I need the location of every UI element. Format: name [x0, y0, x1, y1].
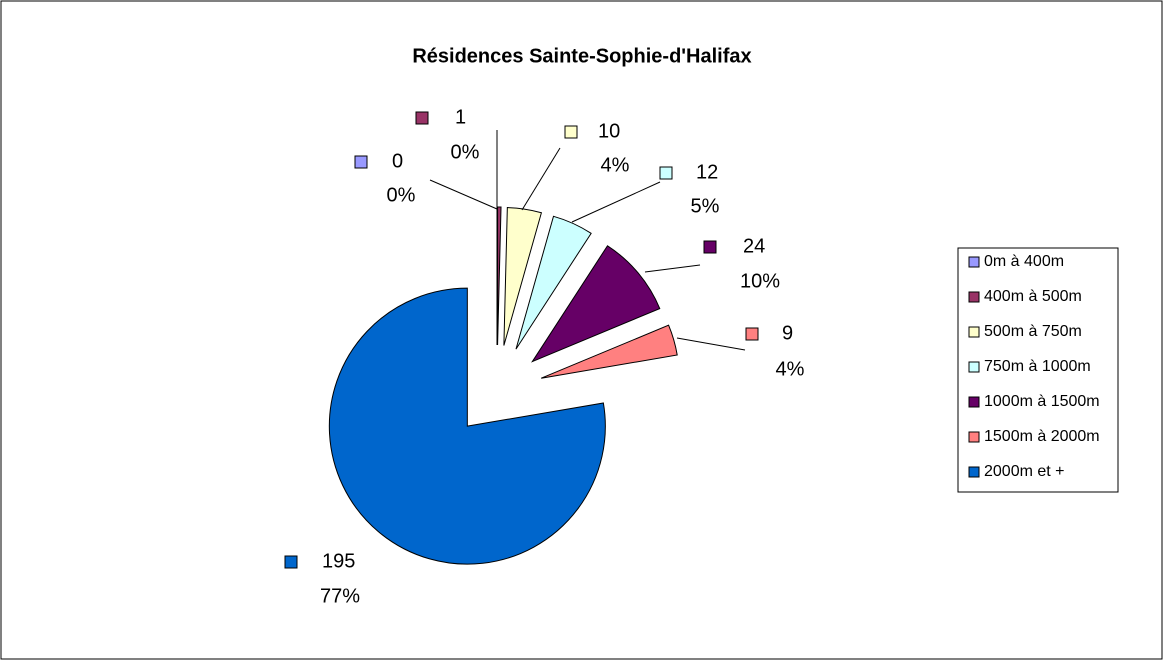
label-swatch — [745, 327, 759, 341]
leader-line — [521, 147, 561, 211]
value-label: 10 — [598, 120, 620, 142]
label-swatch — [564, 125, 578, 139]
label-swatch — [659, 166, 673, 180]
legend-label: 0m à 400m — [984, 253, 1064, 270]
label-swatch — [703, 240, 717, 254]
percent-label: 77% — [320, 585, 360, 607]
value-label: 12 — [696, 161, 718, 183]
pie-slice — [497, 206, 502, 346]
legend-swatch — [968, 291, 980, 303]
label-swatch — [354, 155, 368, 169]
percent-label: 5% — [691, 195, 720, 217]
legend-label: 1000m à 1500m — [984, 393, 1100, 410]
leader-line — [676, 337, 746, 351]
chart-title: Résidences Sainte-Sophie-d'Halifax — [412, 45, 751, 67]
value-label: 0 — [392, 150, 403, 172]
percent-label: 4% — [601, 154, 630, 176]
legend-label: 750m à 1000m — [984, 358, 1091, 375]
label-swatch — [284, 555, 298, 569]
pie-slice — [515, 215, 592, 350]
legend-label: 2000m et + — [984, 463, 1065, 480]
legend-label: 1500m à 2000m — [984, 428, 1100, 445]
leader-line — [571, 181, 661, 223]
percent-label: 0% — [451, 141, 480, 163]
legend-box — [957, 247, 1119, 493]
percent-label: 4% — [776, 358, 805, 380]
value-label: 9 — [782, 322, 793, 344]
legend-swatch — [968, 361, 980, 373]
legend-swatch — [968, 466, 980, 478]
leader-line — [644, 264, 701, 273]
label-swatch — [415, 111, 429, 125]
leader-line — [429, 179, 498, 210]
legend-swatch — [968, 256, 980, 268]
value-label: 24 — [743, 235, 765, 257]
legend-label: 400m à 500m — [984, 288, 1082, 305]
legend-swatch — [968, 326, 980, 338]
legend-swatch — [968, 396, 980, 408]
pie-slice — [503, 207, 543, 346]
pie-slice — [328, 287, 606, 565]
legend-label: 500m à 750m — [984, 323, 1082, 340]
percent-label: 0% — [387, 184, 416, 206]
pie-slice — [540, 324, 678, 379]
percent-label: 10% — [740, 270, 780, 292]
pie-slice — [531, 245, 661, 363]
value-label: 195 — [322, 550, 355, 572]
value-label: 1 — [455, 106, 466, 128]
legend-swatch — [968, 431, 980, 443]
